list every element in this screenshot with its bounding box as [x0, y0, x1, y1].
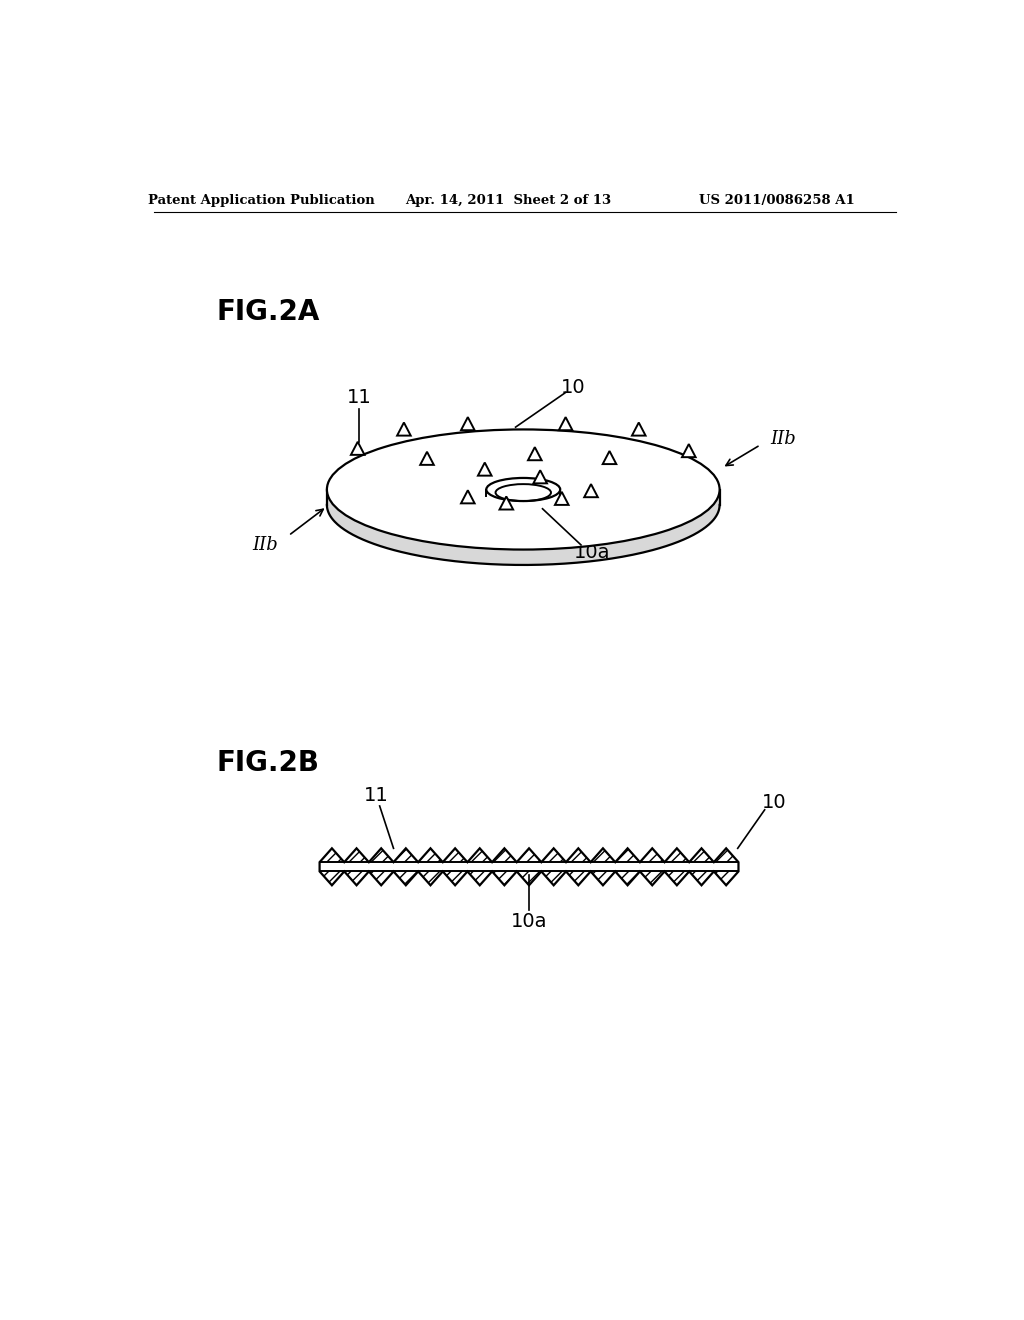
Text: 10a: 10a — [574, 543, 610, 562]
Text: 10: 10 — [561, 379, 586, 397]
Text: 10a: 10a — [511, 912, 547, 931]
Polygon shape — [559, 417, 572, 430]
Polygon shape — [528, 447, 542, 461]
Polygon shape — [585, 484, 598, 498]
Polygon shape — [461, 417, 475, 430]
Text: FIG.2A: FIG.2A — [217, 298, 321, 326]
Polygon shape — [632, 422, 645, 436]
Text: 11: 11 — [365, 787, 389, 805]
Polygon shape — [327, 490, 720, 565]
Text: IIb: IIb — [770, 430, 797, 447]
Polygon shape — [319, 849, 738, 886]
Polygon shape — [534, 470, 547, 483]
Polygon shape — [682, 444, 695, 457]
Text: IIb: IIb — [253, 536, 279, 554]
Polygon shape — [603, 451, 616, 465]
Polygon shape — [351, 442, 365, 455]
Polygon shape — [500, 496, 513, 510]
Text: FIG.2B: FIG.2B — [217, 748, 319, 777]
Polygon shape — [397, 422, 411, 436]
Polygon shape — [327, 429, 720, 549]
Text: 11: 11 — [347, 388, 372, 408]
Polygon shape — [555, 492, 568, 506]
Text: Patent Application Publication: Patent Application Publication — [148, 194, 375, 207]
Text: 10: 10 — [762, 792, 786, 812]
Polygon shape — [461, 490, 475, 503]
Text: US 2011/0086258 A1: US 2011/0086258 A1 — [699, 194, 855, 207]
Bar — [319, 862, 738, 871]
Polygon shape — [420, 451, 434, 465]
Polygon shape — [478, 462, 492, 475]
Text: Apr. 14, 2011  Sheet 2 of 13: Apr. 14, 2011 Sheet 2 of 13 — [404, 194, 611, 207]
